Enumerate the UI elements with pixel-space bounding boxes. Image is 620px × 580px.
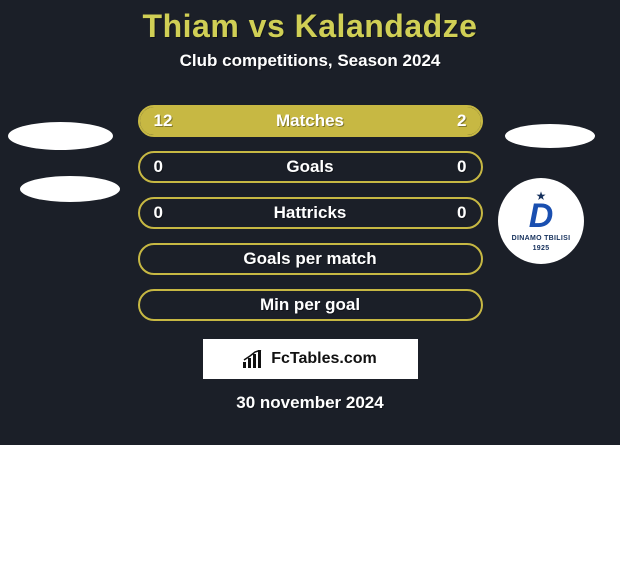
chart-icon <box>243 350 265 368</box>
stat-row: 12Matches2 <box>138 105 483 137</box>
stat-value-right: 0 <box>441 203 481 223</box>
club-badge-name: DINAMO TBILISI <box>512 235 571 243</box>
stat-value-left: 0 <box>140 203 180 223</box>
stat-label: Hattricks <box>180 203 441 223</box>
player-left-shape-2 <box>20 176 120 202</box>
stat-label: Matches <box>180 111 441 131</box>
club-badge: ★ D DINAMO TBILISI 1925 <box>498 178 584 264</box>
footer-date: 30 november 2024 <box>0 393 620 413</box>
stat-label: Goals per match <box>180 249 441 269</box>
stat-label: Goals <box>180 157 441 177</box>
stat-row: 0Hattricks0 <box>138 197 483 229</box>
stat-value-right: 0 <box>441 157 481 177</box>
stat-value-left: 12 <box>140 111 180 131</box>
stat-row: 0Goals0 <box>138 151 483 183</box>
footer-logo: FcTables.com <box>203 339 418 379</box>
subtitle: Club competitions, Season 2024 <box>0 51 620 71</box>
stat-value-right: 2 <box>441 111 481 131</box>
stat-row: Goals per match <box>138 243 483 275</box>
page-title: Thiam vs Kalandadze <box>0 8 620 45</box>
player-right-shape-1 <box>505 124 595 148</box>
stat-row: Min per goal <box>138 289 483 321</box>
footer-logo-text: FcTables.com <box>271 350 377 368</box>
club-badge-letter: D <box>529 199 554 233</box>
stat-label: Min per goal <box>180 295 441 315</box>
stat-value-left: 0 <box>140 157 180 177</box>
club-badge-year: 1925 <box>533 245 550 253</box>
comparison-card: Thiam vs Kalandadze Club competitions, S… <box>0 0 620 445</box>
player-left-shape-1 <box>8 122 113 150</box>
